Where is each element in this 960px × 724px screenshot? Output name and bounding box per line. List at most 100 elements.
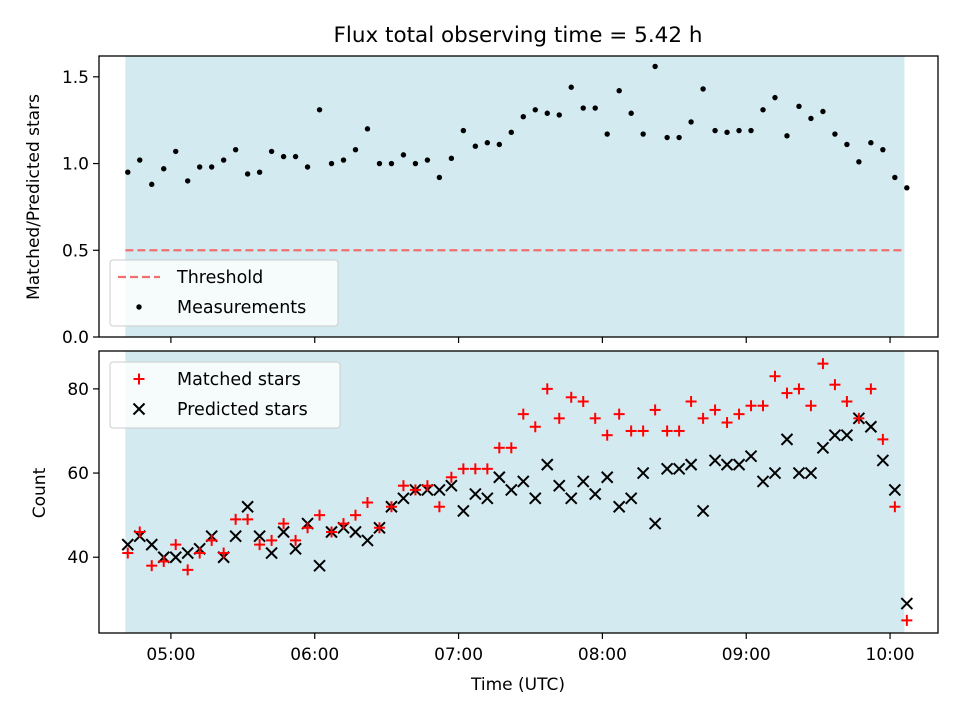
top-y-axis: 0.0 0.5 1.0 1.5 <box>62 68 99 348</box>
measurement-point <box>460 127 467 134</box>
predicted-star-point <box>181 546 194 560</box>
matched-legend-swatch <box>133 373 145 385</box>
matched-star-point <box>146 560 158 572</box>
matched-star-point <box>493 442 505 454</box>
predicted-star-point <box>816 441 830 455</box>
predicted-star-point <box>505 483 518 497</box>
matched-star-point <box>194 547 206 559</box>
measurement-point <box>292 153 299 160</box>
measurement-point <box>436 174 443 181</box>
matched-star-point <box>158 555 170 567</box>
matched-star-point <box>553 412 565 424</box>
bottom-y-axis-label: Count <box>30 467 50 518</box>
predicted-star-point <box>636 466 650 480</box>
matched-star-point <box>769 370 781 382</box>
measurement-point <box>220 157 227 163</box>
matched-star-point <box>290 534 302 546</box>
measurement-point <box>400 152 407 158</box>
matched-star-point <box>529 421 541 433</box>
top-y-tick-label: 1.5 <box>62 68 89 88</box>
measurement-point <box>652 63 658 70</box>
bottom-legend: Matched stars Predicted stars <box>109 361 341 429</box>
predicted-star-point <box>433 483 446 497</box>
predicted-star-point <box>169 551 182 564</box>
top-y-axis-label: Matched/Predicted stars <box>24 94 44 300</box>
predicted-star-point <box>565 492 578 505</box>
measurement-point <box>412 160 419 167</box>
measurement-point <box>532 107 538 113</box>
measurement-point <box>448 155 455 162</box>
predicted-star-point <box>624 492 638 505</box>
measurement-point <box>244 171 251 177</box>
measurement-point <box>616 87 622 94</box>
measurement-point <box>700 86 706 92</box>
predicted-star-point <box>708 454 722 467</box>
predicted-star-point <box>457 504 470 518</box>
predicted-star-point <box>313 559 326 572</box>
matched-star-point <box>685 396 697 408</box>
top-x-ticks <box>170 337 891 343</box>
top-plot-frame <box>98 55 939 338</box>
matched-star-point <box>817 358 829 370</box>
predicted-star-point <box>780 433 794 446</box>
measurement-point <box>736 127 742 134</box>
bottom-y-axis: 40 60 80 <box>67 380 99 568</box>
matched-star-point <box>254 539 266 551</box>
matched-star-point <box>266 534 278 546</box>
predicted-star-point <box>229 529 242 543</box>
top-y-tick-label: 0.0 <box>62 328 89 348</box>
matched-star-point <box>385 501 397 513</box>
predicted-legend-swatch <box>132 402 146 416</box>
predicted-legend-label: Predicted stars <box>177 400 308 420</box>
matched-star-point <box>326 526 338 538</box>
matched-star-point <box>517 408 529 420</box>
measurement-point <box>340 157 347 163</box>
measurement-point <box>844 141 850 148</box>
threshold-legend-label: Threshold <box>176 268 263 288</box>
matched-star-point <box>697 412 709 424</box>
predicted-star-point <box>469 487 482 501</box>
measurement-point <box>352 146 359 153</box>
measurement-point <box>772 94 778 101</box>
matched-star-point <box>601 429 613 441</box>
predicted-star-point <box>253 529 266 543</box>
matched-star-point <box>757 400 769 412</box>
measurement-point <box>676 134 682 141</box>
predicted-star-point <box>732 458 746 471</box>
measurement-point <box>688 119 694 125</box>
measurement-point <box>208 164 215 170</box>
measurement-point <box>472 143 479 149</box>
measurement-point <box>760 107 766 113</box>
predicted-star-point <box>121 538 134 551</box>
measurement-point <box>232 146 239 153</box>
predicted-star-point <box>481 492 494 505</box>
measurement-point <box>904 185 910 191</box>
bottom-legend-box <box>109 361 341 429</box>
matched-star-point <box>170 539 182 551</box>
measurement-point <box>832 131 838 137</box>
matched-star-point <box>373 522 385 534</box>
predicted-star-point <box>517 475 530 488</box>
predicted-star-point <box>493 471 506 484</box>
measurement-point <box>592 105 598 111</box>
measurement-point <box>664 134 670 141</box>
matched-star-point <box>577 396 589 408</box>
measurement-point <box>388 160 395 167</box>
matched-star-point <box>302 522 314 534</box>
matched-star-point <box>206 534 218 546</box>
x-tick-label: 06:00 <box>290 645 339 665</box>
matched-star-point <box>793 383 805 395</box>
matched-star-point <box>481 463 493 475</box>
bottom-y-tick-label: 60 <box>67 464 89 484</box>
measurement-point <box>784 133 790 139</box>
predicted-legend-marker <box>132 402 146 416</box>
predicted-star-point <box>900 597 914 610</box>
matched-star-point <box>338 518 350 530</box>
predicted-star-point <box>553 479 566 492</box>
matched-legend-label: Matched stars <box>177 370 301 390</box>
predicted-star-point <box>648 517 662 530</box>
measurement-point <box>424 157 431 163</box>
predicted-star-point <box>349 525 362 539</box>
measurement-point <box>316 107 323 113</box>
